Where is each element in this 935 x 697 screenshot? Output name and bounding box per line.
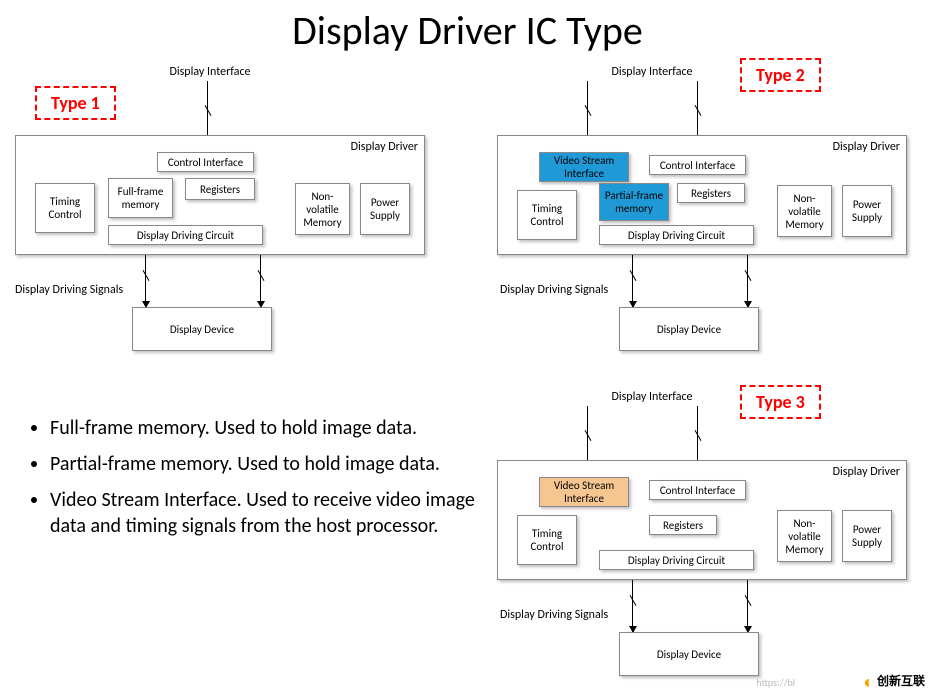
connector-out-1 [145, 255, 146, 307]
display-driving-signals-label: Display Driving Signals [500, 283, 608, 297]
display-driving-signals-label: Display Driving Signals [15, 283, 123, 297]
display-device-box: Display Device [619, 632, 759, 676]
slash-icon [630, 595, 637, 606]
timing-control-box: Timing Control [35, 183, 95, 233]
connector-out-2 [260, 255, 261, 307]
bullet-1: Full-frame memory. Used to hold image da… [50, 415, 482, 441]
bullet-3: Video Stream Interface. Used to receive … [50, 487, 482, 539]
partial-frame-memory-box: Partial-frame memory [599, 183, 669, 221]
connector-out-2 [747, 580, 748, 632]
display-driving-circuit-box: Display Driving Circuit [108, 225, 263, 245]
slash-icon [630, 270, 637, 281]
slash-icon [695, 430, 702, 441]
display-interface-label: Display Interface [597, 390, 707, 404]
video-stream-interface-box: Video Stream Interface [539, 477, 629, 507]
display-driver-label: Display Driver [351, 140, 418, 154]
brand-watermark: ◐ 创新互联 [863, 671, 925, 693]
connector-out-2 [747, 255, 748, 307]
display-driving-circuit-box: Display Driving Circuit [599, 550, 754, 570]
slash-icon [585, 105, 592, 116]
non-volatile-memory-box: Non-volatile Memory [777, 185, 832, 237]
power-supply-box: Power Supply [842, 510, 892, 562]
registers-box: Registers [185, 178, 255, 200]
brand-text: 创新互联 [877, 675, 925, 689]
slash-icon [695, 105, 702, 116]
connector-out-1 [632, 255, 633, 307]
diagram-type-1: Display Interface Display Driver Control… [15, 65, 435, 365]
slash-icon [745, 270, 752, 281]
url-watermark: https://bl [756, 676, 795, 689]
power-supply-box: Power Supply [842, 185, 892, 237]
display-driving-signals-label: Display Driving Signals [500, 608, 608, 622]
display-driving-circuit-box: Display Driving Circuit [599, 225, 754, 245]
diagram-type-3: Display Interface Display Driver Video S… [497, 390, 917, 690]
display-driver-label: Display Driver [833, 465, 900, 479]
timing-control-box: Timing Control [517, 190, 577, 240]
timing-control-box: Timing Control [517, 515, 577, 565]
bullet-list: Full-frame memory. Used to hold image da… [22, 415, 482, 549]
control-interface-box: Control Interface [649, 480, 746, 500]
non-volatile-memory-box: Non-volatile Memory [777, 510, 832, 562]
registers-box: Registers [649, 515, 717, 535]
non-volatile-memory-box: Non-volatile Memory [295, 183, 350, 235]
logo-icon: ◐ [863, 671, 874, 693]
power-supply-box: Power Supply [360, 183, 410, 235]
registers-box: Registers [677, 183, 745, 203]
page-title: Display Driver IC Type [0, 6, 935, 55]
video-stream-interface-box: Video Stream Interface [539, 152, 629, 182]
control-interface-box: Control Interface [649, 155, 746, 175]
display-device-box: Display Device [619, 307, 759, 351]
slash-icon [205, 105, 212, 116]
control-interface-box: Control Interface [157, 152, 254, 172]
display-interface-label: Display Interface [155, 65, 265, 79]
display-interface-label: Display Interface [597, 65, 707, 79]
display-driver-label: Display Driver [833, 140, 900, 154]
diagram-type-2: Display Interface Display Driver Video S… [497, 65, 917, 365]
slash-icon [258, 270, 265, 281]
slash-icon [745, 595, 752, 606]
full-frame-memory-box: Full-frame memory [108, 178, 173, 218]
connector-out-1 [632, 580, 633, 632]
bullet-2: Partial-frame memory. Used to hold image… [50, 451, 482, 477]
slash-icon [143, 270, 150, 281]
display-device-box: Display Device [132, 307, 272, 351]
slash-icon [585, 430, 592, 441]
